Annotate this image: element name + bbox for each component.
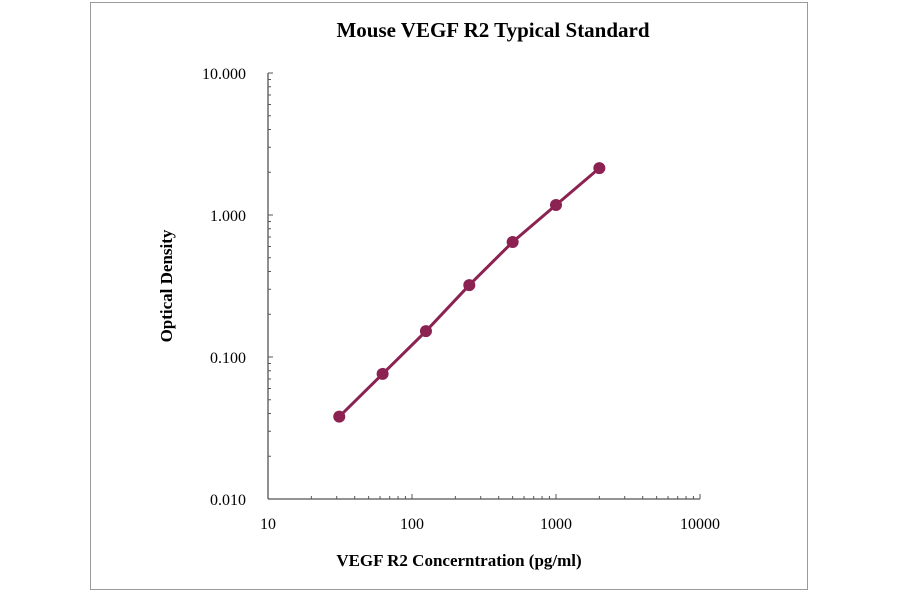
y-tick-label: 10.000 <box>202 66 246 83</box>
x-tick-label: 10 <box>260 516 276 533</box>
y-axis-label: Optical Density <box>157 229 176 342</box>
x-tick-label: 10000 <box>680 516 720 533</box>
data-point <box>506 235 519 248</box>
data-point <box>419 325 432 338</box>
y-tick-label: 1.000 <box>210 208 246 225</box>
x-tick-label: 100 <box>400 516 424 533</box>
chart-frame <box>90 2 808 590</box>
x-axis-label: VEGF R2 Concerntration (pg/ml) <box>336 551 581 570</box>
data-point <box>550 199 562 212</box>
data-point <box>376 367 389 380</box>
data-point <box>463 279 476 292</box>
x-tick-label: 1000 <box>540 516 572 533</box>
data-point <box>593 162 606 175</box>
chart-title: Mouse VEGF R2 Typical Standard <box>336 18 649 42</box>
y-tick-label: 0.010 <box>210 492 246 509</box>
y-tick-label: 0.100 <box>210 350 246 367</box>
data-point <box>333 410 346 423</box>
